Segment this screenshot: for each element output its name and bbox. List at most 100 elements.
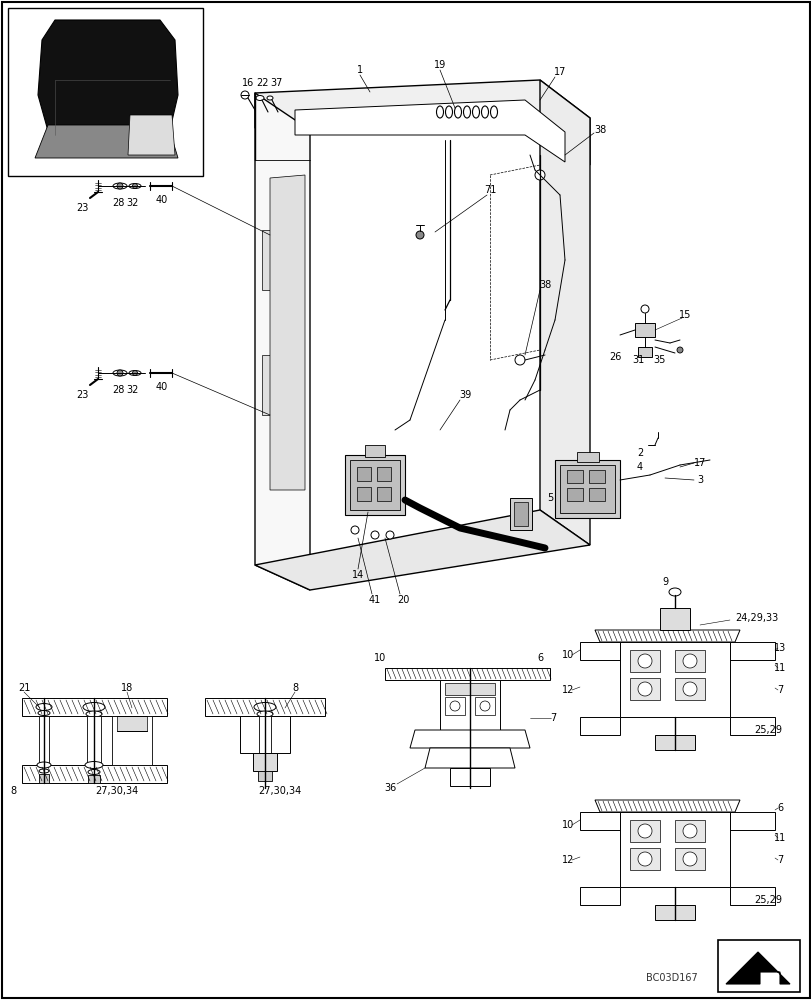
Text: 25,29: 25,29	[753, 725, 781, 735]
Bar	[112, 716, 152, 765]
Bar	[674, 678, 704, 700]
Text: 13: 13	[773, 643, 785, 653]
Bar	[509, 498, 531, 530]
Bar	[620, 812, 729, 887]
Text: 27,30,34: 27,30,34	[258, 786, 301, 796]
Bar	[350, 460, 400, 510]
Circle shape	[241, 91, 249, 99]
Bar	[674, 650, 704, 672]
Circle shape	[385, 531, 393, 539]
Polygon shape	[579, 717, 620, 735]
Bar	[376, 467, 391, 481]
Bar	[629, 848, 659, 870]
Text: 12: 12	[561, 685, 573, 695]
Circle shape	[534, 170, 544, 180]
Text: 5: 5	[546, 493, 552, 503]
Bar	[629, 650, 659, 672]
Text: 11: 11	[773, 833, 785, 843]
Text: BC03D167: BC03D167	[646, 973, 697, 983]
Circle shape	[117, 370, 122, 376]
Text: 31: 31	[631, 355, 643, 365]
Ellipse shape	[267, 96, 272, 100]
Ellipse shape	[37, 762, 51, 768]
Bar	[513, 502, 527, 526]
Text: 16: 16	[242, 78, 254, 88]
Ellipse shape	[86, 711, 102, 717]
Bar	[8, 8, 203, 176]
Polygon shape	[240, 716, 290, 753]
Circle shape	[682, 682, 696, 696]
Polygon shape	[594, 800, 739, 812]
Ellipse shape	[257, 711, 272, 717]
Ellipse shape	[36, 704, 52, 710]
Ellipse shape	[255, 96, 264, 101]
Text: 20: 20	[397, 595, 409, 605]
Bar	[117, 716, 147, 731]
Bar	[566, 470, 582, 483]
Polygon shape	[539, 80, 590, 545]
Polygon shape	[38, 20, 178, 138]
Text: 14: 14	[351, 570, 363, 580]
Text: 38: 38	[539, 280, 551, 290]
Ellipse shape	[129, 184, 141, 189]
Ellipse shape	[38, 710, 50, 715]
Text: 11: 11	[773, 663, 785, 673]
Text: 38: 38	[593, 125, 605, 135]
Ellipse shape	[83, 702, 105, 711]
Text: 12: 12	[561, 855, 573, 865]
Text: 37: 37	[271, 78, 283, 88]
Bar	[376, 487, 391, 501]
Text: 27,30,34: 27,30,34	[95, 786, 139, 796]
Bar	[253, 753, 277, 771]
Bar	[444, 683, 495, 695]
Ellipse shape	[668, 588, 680, 596]
Circle shape	[637, 824, 651, 838]
Ellipse shape	[113, 183, 127, 189]
Bar	[444, 697, 465, 715]
Polygon shape	[424, 748, 514, 768]
Bar	[674, 820, 704, 842]
Polygon shape	[579, 887, 620, 905]
Ellipse shape	[254, 702, 276, 711]
Circle shape	[350, 526, 358, 534]
Text: 10: 10	[561, 650, 573, 660]
Polygon shape	[255, 80, 590, 165]
Text: 6: 6	[536, 653, 543, 663]
Bar	[39, 716, 49, 765]
Text: 10: 10	[561, 820, 573, 830]
Bar	[262, 230, 280, 290]
Text: 9: 9	[661, 577, 667, 587]
Text: 3: 3	[696, 475, 702, 485]
Polygon shape	[204, 698, 324, 716]
Bar	[449, 768, 489, 786]
Text: 35: 35	[653, 355, 665, 365]
Polygon shape	[594, 630, 739, 642]
Ellipse shape	[85, 762, 103, 768]
Text: 40: 40	[156, 382, 168, 392]
Text: 4: 4	[636, 462, 642, 472]
Text: 7: 7	[776, 685, 782, 695]
Bar	[258, 771, 272, 781]
Bar	[345, 455, 405, 515]
Text: 24,29,33: 24,29,33	[734, 613, 777, 623]
Bar	[262, 355, 280, 415]
Polygon shape	[255, 510, 590, 590]
Bar	[88, 775, 100, 783]
Circle shape	[637, 682, 651, 696]
Text: 32: 32	[127, 385, 139, 395]
Polygon shape	[410, 730, 530, 748]
Bar	[357, 487, 371, 501]
Polygon shape	[270, 175, 305, 490]
Text: 36: 36	[384, 783, 396, 793]
Text: 23: 23	[75, 203, 88, 213]
Text: 19: 19	[433, 60, 445, 70]
Polygon shape	[35, 125, 178, 158]
Bar	[654, 905, 694, 920]
Bar	[474, 697, 495, 715]
Bar	[659, 608, 689, 630]
Bar	[629, 820, 659, 842]
Text: 22: 22	[256, 78, 269, 88]
Text: 71: 71	[483, 185, 496, 195]
Bar	[39, 774, 49, 783]
Ellipse shape	[113, 370, 127, 376]
